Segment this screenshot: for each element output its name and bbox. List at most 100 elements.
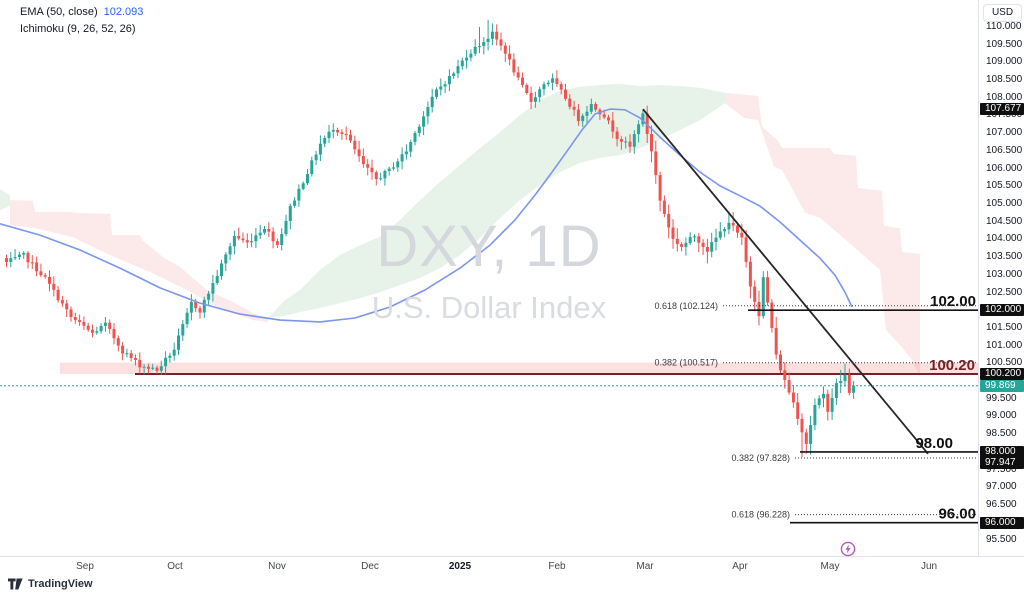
candle-body	[151, 367, 155, 369]
candle	[73, 312, 77, 324]
candle	[280, 228, 284, 251]
candle	[426, 101, 430, 125]
candle-body	[323, 138, 327, 144]
candle	[263, 226, 266, 235]
candle-body	[340, 132, 344, 134]
candle	[293, 197, 297, 208]
candle-body	[267, 229, 271, 232]
candle	[770, 299, 774, 333]
candle	[697, 232, 701, 253]
candle-body	[409, 142, 413, 152]
candle	[766, 270, 770, 306]
candle	[701, 239, 705, 255]
candle	[258, 224, 262, 239]
candle	[172, 342, 176, 361]
candle	[422, 111, 426, 136]
price-tick: 107.000	[986, 127, 1023, 138]
candle-body	[632, 134, 636, 147]
candle-body	[336, 129, 340, 133]
price-tick: 99.500	[986, 393, 1017, 404]
candle-body	[753, 286, 757, 302]
candle	[17, 251, 21, 260]
candle-body	[435, 89, 438, 97]
support-zone-band[interactable]	[60, 362, 978, 374]
candle	[822, 386, 825, 408]
candle-body	[392, 167, 395, 169]
candle-body	[224, 254, 228, 264]
candle	[852, 381, 856, 399]
candle-body	[641, 113, 645, 125]
price-tick: 106.000	[986, 163, 1023, 174]
candle	[572, 100, 576, 116]
candle-body	[701, 242, 705, 247]
month-label: Oct	[167, 561, 183, 572]
candle	[396, 158, 400, 172]
candle	[671, 219, 675, 249]
candle-body	[585, 111, 589, 116]
candle	[323, 135, 327, 148]
candle-body	[542, 84, 546, 90]
candle-body	[697, 236, 701, 243]
candle	[628, 134, 632, 153]
ichimoku-cloud-pink	[10, 200, 268, 323]
candle	[331, 123, 335, 139]
trendline[interactable]	[642, 108, 929, 455]
candle	[624, 136, 628, 149]
candle-body	[69, 309, 73, 317]
candle	[581, 113, 585, 128]
ema-line	[0, 108, 853, 323]
time-axis[interactable]: Sep Oct Nov Dec 2025 Feb Mar Apr May Jun	[0, 556, 1024, 579]
price-tick: 101.000	[986, 340, 1023, 351]
tradingview-logo[interactable]: TradingView	[8, 578, 93, 590]
candle	[551, 73, 555, 91]
candle	[108, 319, 112, 334]
fib-label: 0.618 (96.228)	[731, 510, 790, 520]
candle	[374, 170, 378, 186]
candle	[155, 365, 159, 374]
candle-body	[705, 247, 709, 252]
candle	[134, 354, 137, 366]
currency-button[interactable]: USD	[983, 4, 1022, 22]
candle-body	[379, 178, 383, 180]
candle	[112, 323, 116, 345]
candle	[658, 171, 662, 212]
candle	[542, 81, 546, 96]
economic-event-icon[interactable]	[840, 541, 856, 557]
candle	[529, 86, 533, 110]
candle	[409, 139, 413, 157]
candle	[9, 252, 13, 268]
candle	[26, 251, 30, 269]
candle	[142, 364, 146, 375]
candle-body	[13, 257, 17, 259]
price-tick: 103.500	[986, 251, 1023, 262]
candle	[353, 135, 357, 155]
candle	[619, 136, 623, 150]
price-tick: 105.500	[986, 180, 1023, 191]
candle-body	[804, 432, 808, 444]
candle	[284, 214, 288, 237]
candle	[344, 126, 348, 140]
candle-body	[589, 104, 593, 112]
candle	[830, 388, 834, 420]
candle	[318, 135, 322, 162]
ema-legend-label[interactable]: EMA (50, close)	[20, 6, 98, 18]
price-axis[interactable]: USD 110.000 109.500 109.000 108.500 108.000 1…	[978, 0, 1024, 556]
candle-body	[91, 329, 94, 333]
candle-body	[594, 104, 598, 110]
fib-label: 0.382 (100.517)	[654, 358, 718, 368]
candle-body	[714, 237, 718, 242]
candle-body	[404, 151, 408, 155]
legend-row-ichimoku: Ichimoku (9, 26, 52, 26)	[20, 21, 143, 38]
candle	[254, 228, 258, 248]
candle-body	[177, 335, 180, 350]
month-label: May	[820, 561, 840, 572]
candle-body	[460, 60, 464, 67]
candle	[99, 323, 103, 334]
price-pane[interactable]: DXY, 1D U.S. Dollar Index 102.00 98.00 96.…	[0, 0, 978, 556]
candle	[327, 125, 331, 143]
candle	[224, 252, 228, 271]
candle	[521, 72, 524, 88]
candle-body	[86, 325, 90, 330]
ichimoku-legend-label[interactable]: Ichimoku (9, 26, 52, 26)	[20, 23, 136, 35]
